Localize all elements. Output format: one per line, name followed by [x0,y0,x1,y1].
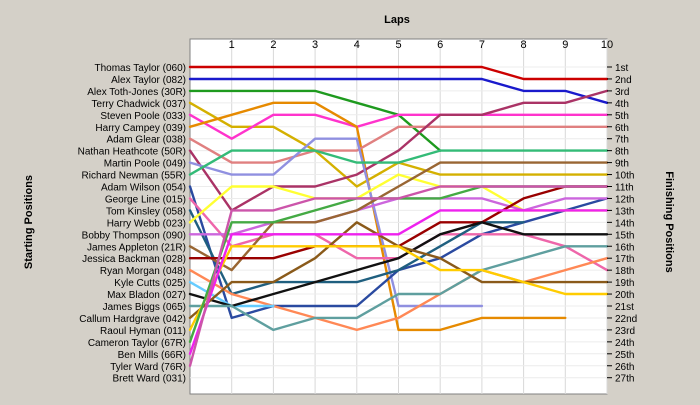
finish-position-label: 10th [615,171,634,182]
finish-position-label: 6th [615,123,629,134]
series-line [188,221,609,308]
x-tick-label: 2 [270,39,276,51]
finish-position-label: 8th [615,147,629,158]
y-axis-left-label: Starting Positions [23,175,35,269]
finish-position-label: 9th [615,159,629,170]
series-line [188,245,609,332]
finish-position-label: 18th [615,266,634,277]
series-line [188,89,609,212]
start-position-label: Kyle Cutts (025) [114,278,186,289]
finish-position-label: 3rd [615,87,629,98]
finish-position-label: 14th [615,218,634,229]
series-line [188,209,609,355]
y-axis-right-label: Finishing Positions [663,171,675,272]
start-position-label: Martin Poole (049) [104,159,186,170]
x-tick-labels: 1 2 3 4 5 6 7 8 9 10 [229,39,613,51]
finish-position-label: 15th [615,230,634,241]
start-position-label: Terry Chadwick (037) [92,99,186,110]
start-position-label: Adam Glear (038) [107,135,186,146]
finish-position-label: 7th [615,135,629,146]
start-position-label: Thomas Taylor (060) [94,63,186,74]
x-tick-label: 6 [437,39,443,51]
series-line [188,137,484,308]
series-line [188,125,609,164]
start-position-label: Ben Mills (66R) [118,350,186,361]
series-line [188,149,609,176]
start-position-label: Alex Toth-Jones (30R) [87,87,186,98]
finish-position-label: 21st [615,302,634,313]
finish-position-label: 5th [615,111,629,122]
finish-position-label: 11th [615,183,634,194]
start-position-label: Jessica Backman (028) [82,254,186,265]
finish-labels: 1st2nd3rd4th5th6th7th8th9th10th11th12th1… [607,63,637,385]
start-position-label: Brett Ward (031) [112,374,186,385]
start-position-label: Ryan Morgan (048) [100,266,186,277]
start-position-label: Alex Taylor (082) [111,75,186,86]
series-line [188,65,609,81]
start-position-label: Raoul Hyman (011) [100,326,186,337]
series-lines [188,65,609,367]
start-position-label: Tyler Ward (76R) [110,362,186,373]
start-position-label: Adam Wilson (054) [101,183,186,194]
finish-position-label: 17th [615,254,634,265]
start-position-label: Harry Webb (023) [107,218,186,229]
finish-position-label: 23rd [615,326,635,337]
start-position-label: Bobby Thompson (090) [82,230,186,241]
start-labels: Thomas Taylor (060)Alex Taylor (082)Alex… [78,63,186,385]
x-tick-label: 8 [521,39,527,51]
x-tick-label: 1 [229,39,235,51]
x-tick-label: 3 [312,39,318,51]
series-line [188,185,609,367]
series-line [188,161,609,272]
series-line [188,101,567,332]
finish-position-label: 26th [615,362,634,373]
finish-position-label: 25th [615,350,634,361]
series-line [188,257,609,332]
x-tick-label: 5 [395,39,401,51]
finish-position-label: 16th [615,242,634,253]
start-position-label: Cameron Taylor (67R) [88,338,186,349]
series-line [188,113,609,140]
start-position-label: Callum Hardgrave (042) [79,314,186,325]
finish-position-label: 19th [615,278,634,289]
series-line [188,209,525,296]
chart-title: Laps [384,14,410,26]
finish-position-label: 12th [615,194,634,205]
start-position-label: Richard Newman (55R) [82,171,186,182]
start-position-label: Nathan Heathcote (50R) [78,147,186,158]
series-line [188,245,609,332]
start-position-label: James Appleton (21R) [87,242,186,253]
finish-position-label: 13th [615,206,634,217]
x-tick-label: 7 [479,39,485,51]
series-line [188,77,609,105]
x-tick-label: 4 [354,39,360,51]
start-position-label: Tom Kinsley (058) [106,206,186,217]
start-position-label: Harry Campey (039) [95,123,186,134]
finish-position-label: 24th [615,338,634,349]
start-position-label: Steven Poole (033) [100,111,186,122]
x-tick-label: 10 [601,39,613,51]
start-position-label: James Biggs (065) [103,302,186,313]
finish-position-label: 22nd [615,314,637,325]
finish-position-label: 1st [615,63,629,74]
finish-position-label: 4th [615,99,629,110]
finish-position-label: 20th [615,290,634,301]
finish-position-label: 2nd [615,75,632,86]
start-position-label: George Line (015) [105,194,186,205]
start-position-label: Max Bladon (027) [107,290,186,301]
finish-position-label: 27th [615,374,634,385]
x-tick-label: 9 [562,39,568,51]
